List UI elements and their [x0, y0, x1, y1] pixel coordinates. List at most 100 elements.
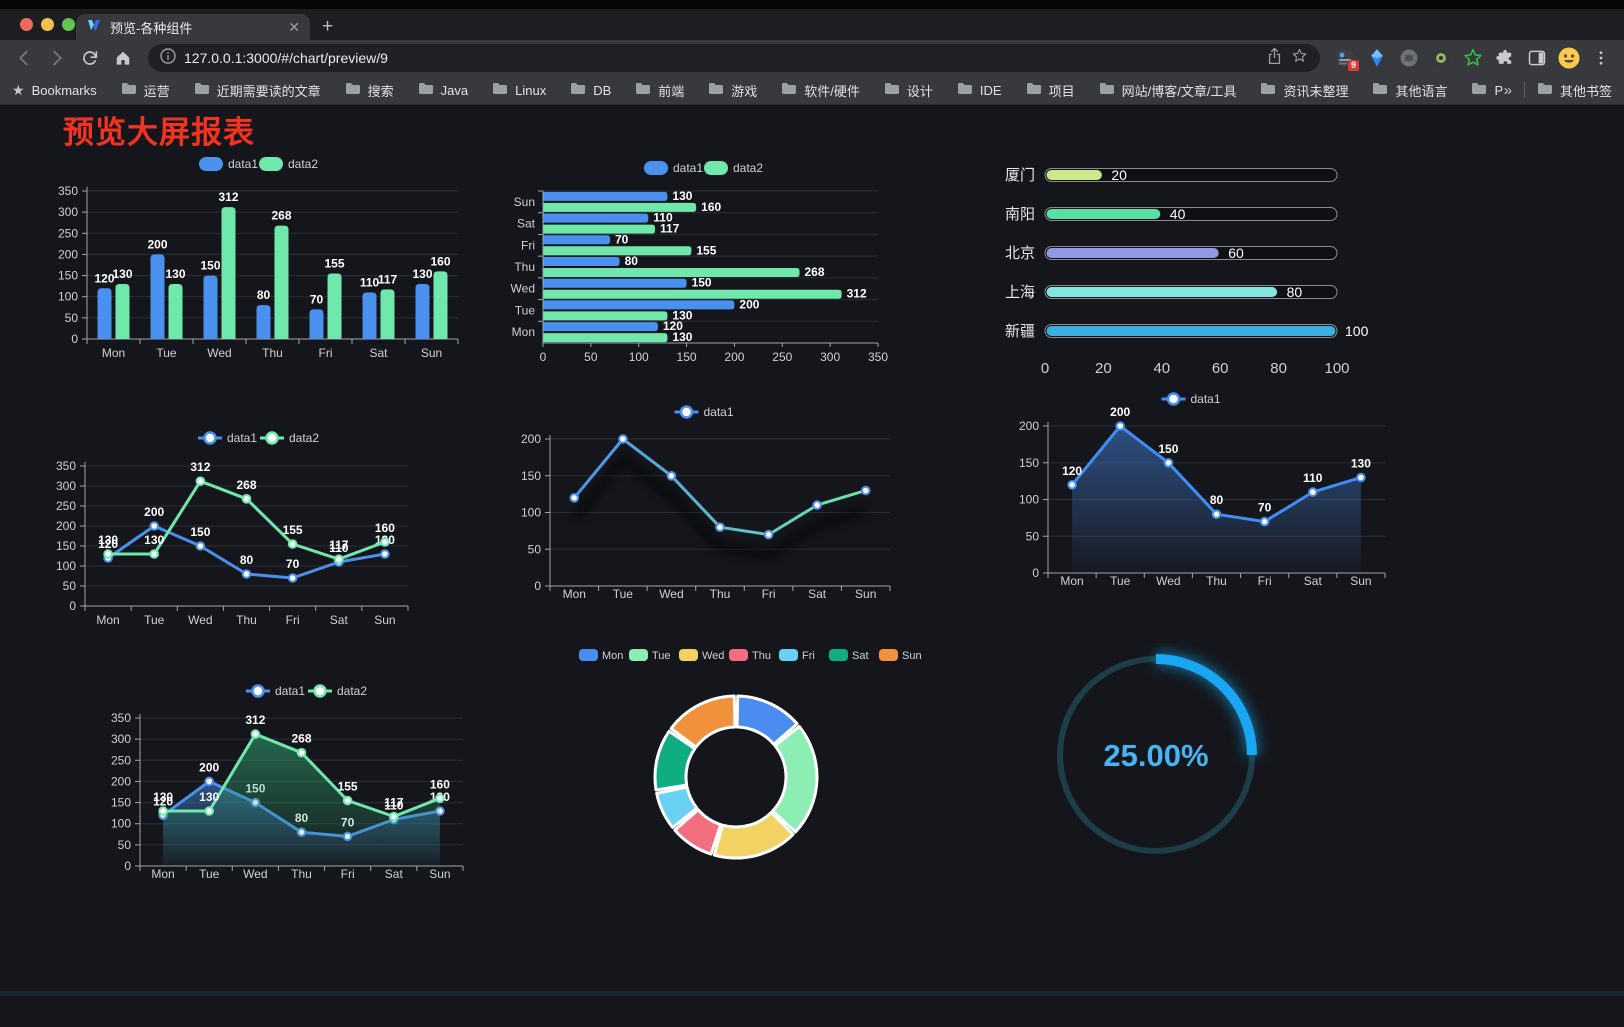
svg-text:Sun: Sun	[902, 650, 922, 662]
svg-text:200: 200	[1019, 419, 1039, 433]
bookmark-folder[interactable]: Java	[418, 82, 468, 98]
svg-text:Wed: Wed	[511, 282, 535, 296]
extension-kite-icon[interactable]	[1362, 44, 1392, 72]
svg-text:120: 120	[94, 271, 114, 285]
reload-button[interactable]	[74, 44, 105, 72]
extensions-puzzle-icon[interactable]	[1490, 44, 1520, 72]
bookmark-folder[interactable]: 设计	[884, 81, 933, 100]
chart-donut-pie[interactable]: Mon Tue Wed Thu Fri Sat Sun	[560, 639, 940, 884]
svg-text:厦门: 厦门	[1005, 167, 1035, 184]
bookmark-folder[interactable]: 游戏	[708, 81, 757, 100]
chart-line-two-series[interactable]: 0 50 100 150 200 250 300 350 Mon Tue Wed Thu Fri Sat S…	[45, 424, 465, 636]
sidebar-toggle-icon[interactable]	[1522, 44, 1552, 72]
svg-text:新疆: 新疆	[1005, 323, 1035, 340]
new-tab-button[interactable]: +	[322, 16, 334, 37]
svg-text:Fri: Fri	[802, 650, 815, 662]
svg-text:268: 268	[236, 478, 256, 492]
chart-gauge-percent[interactable]: 25.00%	[1040, 643, 1280, 863]
folder-icon	[1471, 82, 1487, 98]
profile-avatar[interactable]	[1554, 44, 1584, 72]
svg-text:50: 50	[584, 350, 598, 364]
chart-line-gradient[interactable]: 0 50 100 150 200 Mon Tue Wed Thu Fri Sat Sun data1	[503, 399, 898, 611]
svg-text:250: 250	[772, 350, 792, 364]
folder-icon	[708, 82, 724, 98]
svg-text:130: 130	[672, 330, 692, 344]
svg-text:Tue: Tue	[144, 613, 165, 627]
chart-area-single[interactable]: 0 50 100 150 200 Mon Tue Wed Thu Fri Sat Sun 120 200 1…	[985, 389, 1390, 599]
svg-text:50: 50	[528, 542, 542, 556]
svg-text:150: 150	[1158, 442, 1178, 456]
svg-text:data1: data1	[228, 157, 258, 171]
address-bar[interactable]: 127.0.0.1:3000/#/chart/preview/9	[148, 44, 1320, 72]
chart-grouped-bar[interactable]: data1 data2 0 50 100 150 200 250 300 350 Mon 120 130…	[45, 149, 465, 364]
bookmark-folder[interactable]: 其他语言	[1372, 81, 1447, 100]
svg-text:300: 300	[820, 350, 840, 364]
close-window-button[interactable]	[20, 18, 33, 31]
extension-gray-globe-icon[interactable]	[1394, 44, 1424, 72]
svg-text:Thu: Thu	[710, 587, 731, 601]
svg-text:200: 200	[56, 519, 76, 533]
svg-text:data2: data2	[289, 431, 319, 445]
bookmark-folder[interactable]: 近期需要读的文章	[194, 81, 321, 100]
bookmark-folder[interactable]: DB	[570, 82, 611, 98]
svg-text:130: 130	[165, 267, 185, 281]
svg-text:312: 312	[847, 287, 867, 301]
svg-text:150: 150	[1019, 456, 1039, 470]
chart-horizontal-bar[interactable]: data1 data2 Sun 130 160 Sat 110 117 Fri 70 155 Thu 8…	[505, 151, 895, 369]
url-text[interactable]: 127.0.0.1:3000/#/chart/preview/9	[184, 50, 388, 66]
fullscreen-window-button[interactable]	[62, 18, 75, 31]
svg-text:150: 150	[521, 469, 541, 483]
browser-tab[interactable]: 预览-各种组件 ✕	[76, 14, 310, 40]
folder-icon	[1372, 82, 1388, 98]
back-button[interactable]	[8, 44, 39, 72]
svg-text:350: 350	[58, 184, 78, 198]
svg-text:60: 60	[1228, 245, 1244, 261]
bookmarks-overflow-chevron[interactable]: »	[1503, 81, 1512, 99]
bookmark-folder[interactable]: 软件/硬件	[781, 81, 860, 100]
svg-text:Wed: Wed	[243, 867, 267, 881]
share-icon[interactable]	[1266, 47, 1283, 70]
svg-text:150: 150	[677, 350, 697, 364]
bookmark-folder[interactable]: 网站/博客/文章/工具	[1099, 81, 1236, 100]
svg-text:Thu: Thu	[514, 260, 535, 274]
bookmark-folder[interactable]: 项目	[1026, 81, 1075, 100]
bookmark-folder[interactable]: Linux	[492, 82, 546, 98]
bookmark-folder[interactable]: 资讯未整理	[1260, 81, 1348, 100]
forward-button[interactable]	[41, 44, 72, 72]
bookmark-folder[interactable]: PHP	[1471, 82, 1504, 98]
svg-text:130: 130	[112, 267, 132, 281]
extension-green-dot-icon[interactable]	[1426, 44, 1456, 72]
browser-menu-icon[interactable]	[1586, 44, 1616, 72]
extension-sliders-icon[interactable]: 9	[1330, 44, 1360, 72]
other-bookmarks-folder[interactable]: 其他书签	[1537, 81, 1612, 100]
svg-text:data1: data1	[227, 431, 257, 445]
home-button[interactable]	[107, 44, 138, 72]
folder-icon	[1260, 82, 1276, 98]
bookmark-star-icon[interactable]	[1291, 47, 1308, 69]
svg-text:80: 80	[1287, 284, 1303, 300]
svg-text:120: 120	[98, 537, 118, 551]
svg-text:100: 100	[1345, 323, 1369, 339]
svg-text:Fri: Fri	[521, 238, 535, 252]
svg-text:130: 130	[199, 790, 219, 804]
svg-text:Wed: Wed	[659, 587, 683, 601]
bookmark-folder[interactable]: 运营	[121, 81, 170, 100]
minimize-window-button[interactable]	[41, 18, 54, 31]
bookmarks-root[interactable]: ★ Bookmarks	[12, 83, 97, 98]
folder-icon	[781, 82, 797, 98]
chart-progress-bars[interactable]: 厦门 20 南阳 40 北京 60 上海 80 新疆 100 0 20 40 60 80 100	[1000, 159, 1395, 384]
site-info-icon[interactable]	[160, 47, 176, 69]
svg-text:160: 160	[701, 200, 721, 214]
tab-favicon-icon	[86, 17, 102, 38]
tab-close-icon[interactable]: ✕	[288, 19, 300, 35]
bookmark-folder[interactable]: 前端	[635, 81, 684, 100]
bookmark-folder[interactable]: IDE	[957, 82, 1002, 98]
svg-text:Sat: Sat	[517, 217, 536, 231]
extension-green-star-icon[interactable]	[1458, 44, 1488, 72]
svg-text:Mon: Mon	[96, 613, 119, 627]
svg-text:150: 150	[56, 539, 76, 553]
chart-area-two-series[interactable]: 0 50 100 150 200 250 300 350 Mon Tue Wed Thu Fri Sat S…	[103, 679, 503, 891]
svg-text:300: 300	[56, 479, 76, 493]
svg-text:268: 268	[291, 732, 311, 746]
bookmark-folder[interactable]: 搜索	[345, 81, 394, 100]
